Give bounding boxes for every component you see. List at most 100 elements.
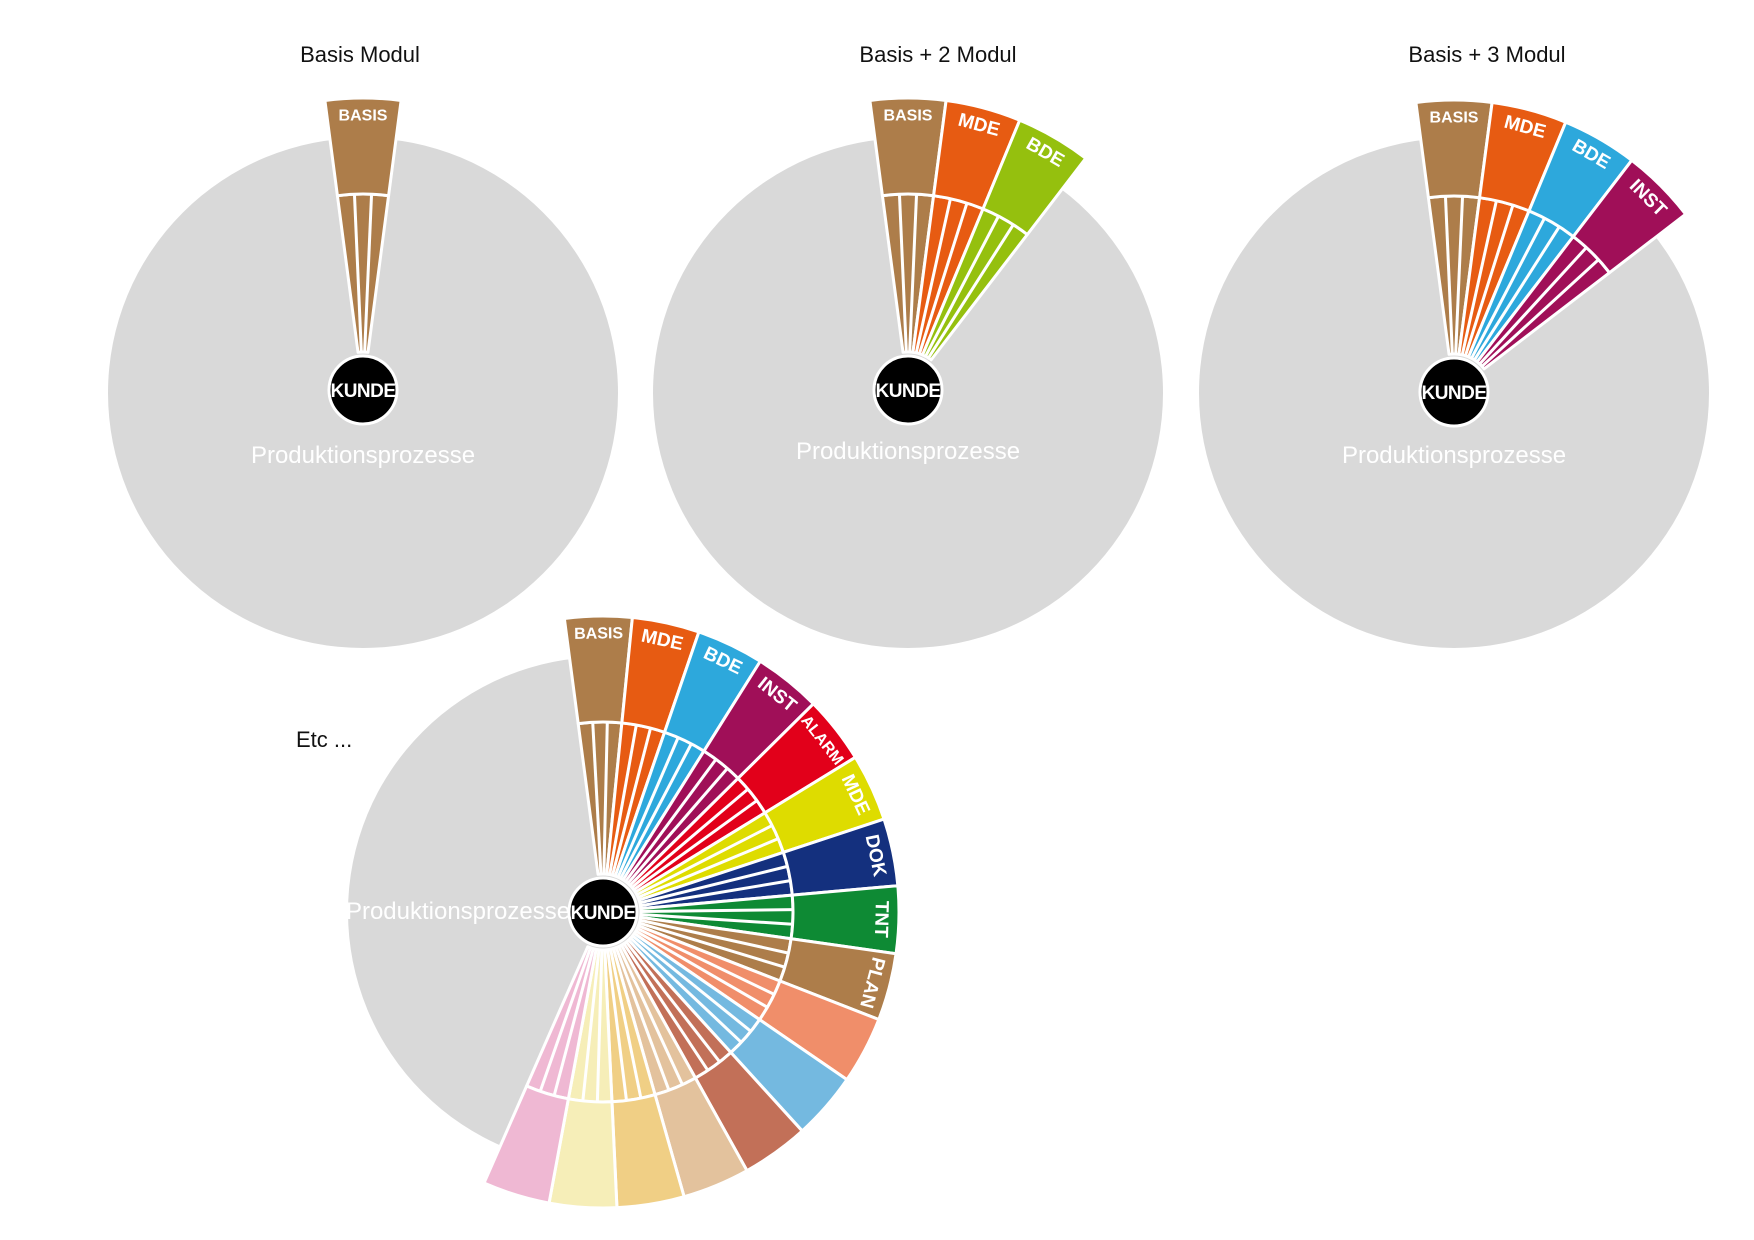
diagram-etc: Etc ... BASIS MDEBDEINSTALARMMDEDOKTNTPLA… (296, 614, 901, 1210)
module-sub-divider (640, 912, 793, 926)
module-segment-basis: BASIS (562, 614, 634, 876)
module-label: BASIS (574, 625, 623, 643)
module-label: TNT (870, 901, 892, 939)
module-segment-basis: BASIS (868, 96, 948, 354)
customer-hub (567, 876, 639, 948)
module-sub-divider (595, 949, 604, 1102)
module-sub-divider (625, 941, 721, 1063)
diagram-title: Basis + 2 Modul (859, 42, 1016, 67)
module-sub-divider (352, 194, 363, 353)
module-segment-bde: BDE (1467, 120, 1634, 364)
module-segment-dok: DOK (637, 817, 900, 911)
module-sub-divider (619, 743, 693, 880)
module-sub-divider (581, 949, 601, 1102)
module-sub-divider (602, 722, 609, 875)
customer-hub (872, 354, 944, 426)
module-sub-divider (917, 202, 969, 355)
module-sub-divider (1460, 200, 1498, 356)
customer-hub (327, 354, 399, 426)
module-sub-divider (636, 824, 773, 897)
module-segment-inst: INST (1475, 158, 1688, 371)
module-sub-divider (1473, 225, 1561, 361)
module-sub-divider (908, 194, 919, 353)
module-label: BASIS (339, 108, 388, 125)
module-sub-divider (552, 948, 595, 1096)
module-sub-divider (640, 879, 791, 908)
production-processes-label: Produktionsprozesse (1342, 442, 1566, 469)
module-sub-divider (640, 908, 794, 914)
module-wedges: BASIS (323, 96, 403, 354)
customer-hub-label: KUNDE (1421, 383, 1486, 404)
module-sub-divider (631, 934, 752, 1033)
module-sub-divider (591, 722, 603, 875)
module-outer-band (482, 1084, 570, 1205)
module-outer-band (1571, 158, 1688, 275)
module-label: BASIS (1430, 110, 1479, 127)
module-sub-divider (637, 837, 779, 899)
module-sub-divider (624, 758, 718, 883)
module-sub-divider (635, 929, 769, 1009)
module-sub-divider (914, 198, 952, 354)
module-sub-divider (609, 948, 643, 1099)
module-sub-divider (636, 927, 775, 996)
module-segment-tnt: TNT (639, 884, 901, 956)
module-segment-basis: BASIS (323, 96, 403, 354)
module-sub-divider (639, 918, 789, 955)
diagram-basis: Basis Modul BASIS KUNDE Produktionsproze… (108, 42, 618, 648)
module-sub-divider (924, 215, 1000, 357)
module-segment-plan: PLAN (636, 915, 898, 1022)
module-sub-divider (1463, 204, 1515, 357)
customer-hub (1418, 356, 1490, 428)
module-label: BASIS (884, 108, 933, 125)
module-sub-divider (606, 949, 628, 1101)
module-sub-divider (1470, 217, 1546, 359)
module-segment-blank (619, 938, 804, 1173)
module-segment-bde: BDE (921, 118, 1088, 362)
module-sub-divider (614, 947, 671, 1091)
customer-hub-label: KUNDE (330, 381, 395, 402)
module-segment-bde: BDE (613, 630, 762, 882)
module-sub-divider (639, 864, 788, 905)
customer-hub-label: KUNDE (570, 903, 635, 924)
module-sub-divider (897, 194, 908, 353)
module-sub-divider (1454, 196, 1465, 355)
customer-hub-label: KUNDE (875, 381, 940, 402)
module-outer-band (981, 118, 1088, 237)
module-sub-divider (617, 945, 684, 1086)
module-sub-divider (1481, 258, 1600, 368)
module-segment-mde: MDE (605, 615, 701, 878)
module-outer-band (323, 96, 403, 198)
module-sub-divider (626, 767, 729, 885)
module-segment-blank (482, 945, 598, 1205)
diagram-title: Basis + 3 Modul (1408, 42, 1565, 67)
module-segment-blank (547, 947, 619, 1210)
production-processes-label: Produktionsprozesse (346, 898, 570, 925)
module-sub-divider (616, 736, 680, 878)
module-sub-divider (1443, 196, 1454, 355)
module-sub-divider (927, 223, 1015, 359)
module-sub-divider (631, 787, 749, 889)
module-sub-divider (363, 194, 374, 353)
module-segment-blank (632, 924, 881, 1082)
module-sub-divider (622, 942, 710, 1072)
module-segment-inst: INST (621, 659, 815, 887)
module-sub-divider (638, 921, 786, 969)
module-sub-divider (1478, 246, 1588, 365)
module-segment-basis: BASIS (1414, 98, 1494, 356)
module-sub-divider (538, 947, 592, 1092)
production-processes-label: Produktionsprozesse (251, 442, 475, 469)
module-sub-divider (629, 936, 743, 1044)
module-segment-mde: MDE (911, 98, 1022, 357)
diagram-title: Basis Modul (300, 42, 420, 67)
module-segment-blank (627, 932, 849, 1133)
module-sub-divider (632, 799, 758, 891)
production-processes-label: Produktionsprozesse (796, 438, 1020, 465)
module-sub-divider (608, 724, 638, 875)
etc-label: Etc ... (296, 727, 352, 752)
